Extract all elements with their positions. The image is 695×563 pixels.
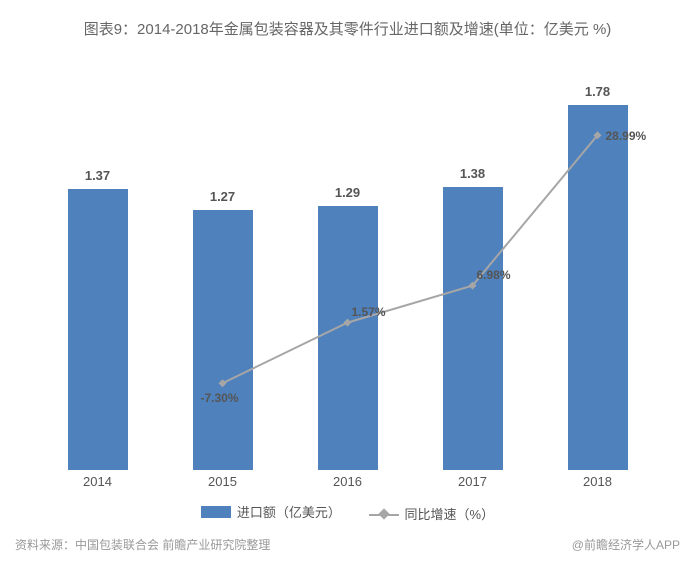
watermark-text: @前瞻经济学人APP [572,536,680,553]
x-axis-label: 2016 [308,474,388,489]
legend-item-line: 同比增速（%） [369,504,495,523]
legend-bar-label: 进口额（亿美元） [237,502,341,521]
bar [443,187,503,470]
bar-value-label: 1.37 [58,168,138,183]
chart-title: 图表9：2014-2018年金属包装容器及其零件行业进口额及增速(单位：亿美元 … [0,0,695,39]
line-value-label: 1.57% [352,305,386,319]
x-axis-label: 2014 [58,474,138,489]
bar [68,189,128,470]
footer: 资料来源：中国包装联合会 前瞻产业研究院整理 @前瞻经济学人APP [15,536,680,553]
bar-value-label: 1.38 [433,166,513,181]
line-value-label: -7.30% [201,391,239,405]
line-value-label: 6.98% [477,268,511,282]
source-text: 资料来源：中国包装联合会 前瞻产业研究院整理 [15,536,270,553]
legend-line-swatch [369,510,399,518]
bar [318,206,378,470]
bar-value-label: 1.78 [558,84,638,99]
line-value-label: 28.99% [606,129,647,143]
chart-plot-area: 1.37 1.27 1.29 1.38 1.78 -7.30% 1.57% 6.98% 28.9… [35,60,660,470]
bar [193,210,253,470]
bar [568,105,628,470]
x-axis-label: 2018 [558,474,638,489]
legend-item-bar: 进口额（亿美元） [201,502,341,521]
x-axis-label: 2017 [433,474,513,489]
legend: 进口额（亿美元） 同比增速（%） [0,502,695,523]
x-axis: 2014 2015 2016 2017 2018 [35,470,660,494]
legend-line-label: 同比增速（%） [405,504,495,523]
legend-line-marker-icon [378,508,389,519]
x-axis-label: 2015 [183,474,263,489]
legend-bar-swatch [201,506,231,518]
bar-value-label: 1.27 [183,189,263,204]
bar-value-label: 1.29 [308,185,388,200]
